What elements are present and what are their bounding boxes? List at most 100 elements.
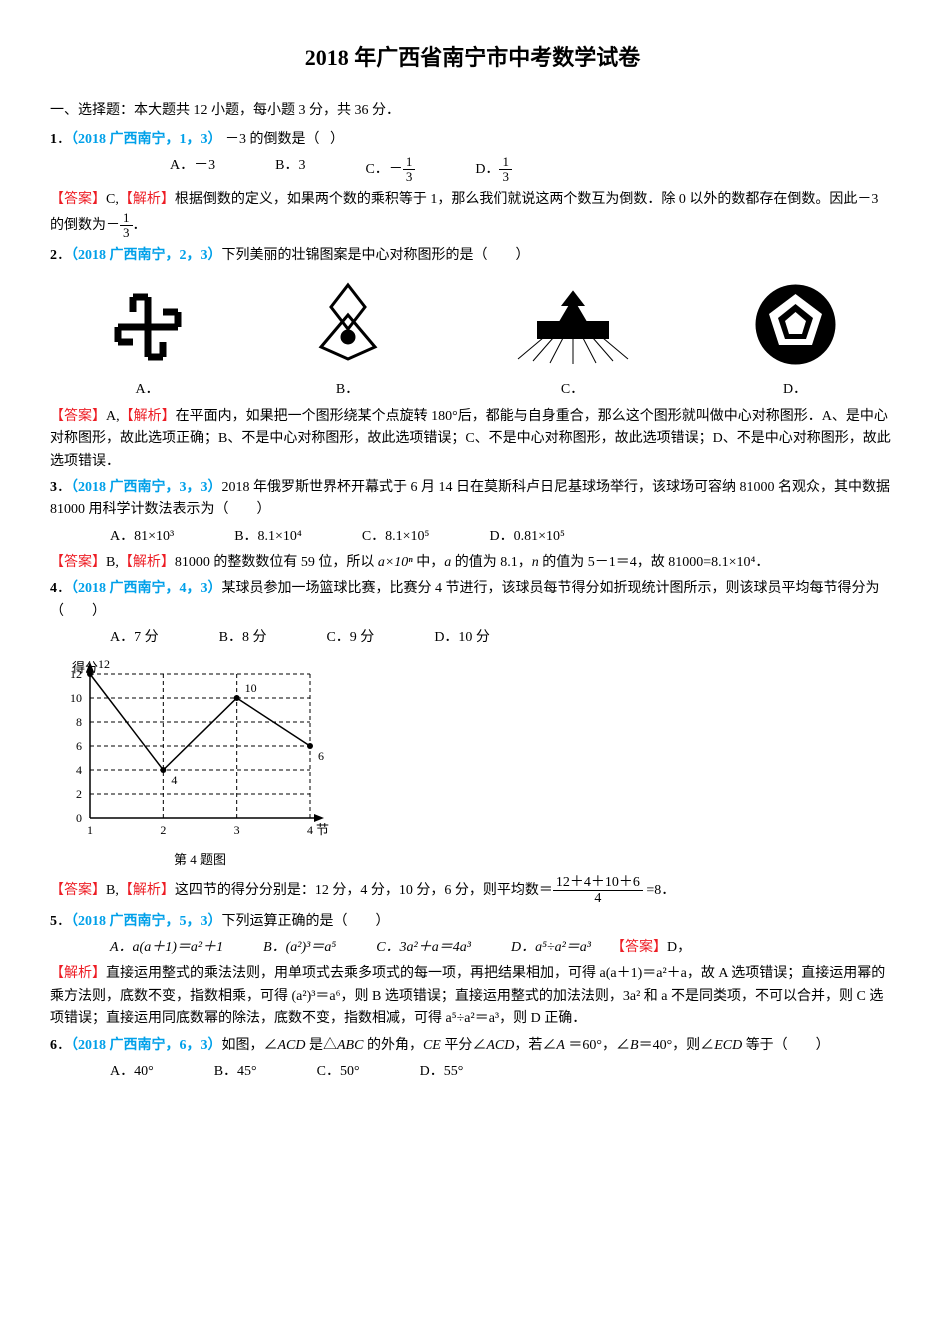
- q1-stem-a: －3 的倒数是（: [225, 132, 320, 147]
- q2-answer: 【答案】A,【解析】在平面内，如果把一个图形绕某个点旋转 180°后，都能与自身…: [50, 406, 895, 473]
- q5-num: 5: [50, 914, 57, 929]
- q1-optC-num: 1: [403, 155, 416, 170]
- q5-optC: C．3a²＋a＝4a³: [376, 937, 471, 959]
- q6-stem-i: ，若∠: [514, 1038, 556, 1053]
- q6-stem-a: 如图，∠: [222, 1038, 278, 1053]
- question-3: 3．（2018 广西南宁，3，3）2018 年俄罗斯世界杯开幕式于 6 月 14…: [50, 477, 895, 522]
- q5-expl-label: 【解析】: [50, 966, 106, 981]
- q6-stem-o: 等于（ ）: [742, 1038, 830, 1053]
- q4-ans-val: B,: [106, 883, 119, 898]
- q1-optC-pre: C．: [365, 162, 388, 177]
- q6-stem-f: CE: [423, 1038, 441, 1053]
- q5-optD: D．a⁵÷a²＝a³: [511, 937, 591, 959]
- q1-expl-label: 【解析】: [119, 192, 175, 207]
- q3-optA: A．81×10³: [110, 526, 174, 548]
- q2-tag: （2018 广西南宁，2，3）: [71, 248, 222, 263]
- q1-tag: （2018 广西南宁，1，3）: [71, 132, 222, 147]
- q6-optC: C．50°: [317, 1061, 360, 1083]
- q5-ans-label: 【答案】: [611, 937, 667, 959]
- q6-stem-j: A: [556, 1038, 565, 1053]
- q6-optB: B．45°: [214, 1061, 257, 1083]
- q2-ans-val: A,: [106, 409, 120, 424]
- svg-text:4: 4: [76, 763, 82, 777]
- q5-optA: A．a(a＋1)＝a²＋1: [110, 937, 223, 959]
- q5-expl: 直接运用整式的乘法法则，用单项式去乘多项式的每一项，再把结果相加，可得 a(a＋…: [50, 966, 885, 1026]
- svg-text:6: 6: [76, 739, 82, 753]
- q1-ans-val: C,: [106, 192, 119, 207]
- q5-ans-val: D，: [667, 937, 691, 959]
- q4-optA: A．7 分: [110, 627, 159, 649]
- svg-text:2: 2: [76, 787, 82, 801]
- line-chart-icon: 0246810121234124106得分节: [50, 656, 330, 846]
- q6-stem-h: ACD: [486, 1038, 514, 1053]
- q3-optC: C．8.1×10⁵: [362, 526, 430, 548]
- q4-expl-label: 【解析】: [119, 883, 175, 898]
- q1-answer: 【答案】C,【解析】根据倒数的定义，如果两个数的乘积等于 1，那么我们就说这两个…: [50, 189, 895, 241]
- q2-imgA: A．: [108, 287, 188, 402]
- q2-capC: C．: [508, 379, 638, 401]
- q3-num: 3: [50, 480, 57, 495]
- q2-capD: D．: [753, 379, 838, 401]
- q4-optC: C．9 分: [326, 627, 374, 649]
- q4-ans-label: 【答案】: [50, 883, 106, 898]
- q1-optD-num: 1: [499, 155, 512, 170]
- q2-images: A． B． C．: [50, 277, 895, 402]
- q6-tag: （2018 广西南宁，6，3）: [71, 1038, 222, 1053]
- q6-stem-b: ACD: [278, 1038, 306, 1053]
- q5-stem: 下列运算正确的是（ ）: [222, 914, 390, 929]
- question-5: 5．（2018 广西南宁，5，3）下列运算正确的是（ ）: [50, 911, 895, 933]
- q4-frac-num: 12＋4＋10＋6: [553, 875, 643, 891]
- q1-num: 1: [50, 132, 57, 147]
- q1-optB: B．3: [275, 155, 305, 185]
- q1-optA: A．－3: [170, 155, 215, 185]
- q3-expl-e: 的值为 8.1，: [451, 555, 532, 570]
- q2-imgB: B．: [303, 277, 393, 402]
- q5-optB: B．(a²)³＝a⁵: [263, 937, 336, 959]
- q6-stem-m: ＝40°，则∠: [639, 1038, 715, 1053]
- svg-text:12: 12: [98, 657, 110, 671]
- question-1: 1．（2018 广西南宁，1，3） －3 的倒数是（ ）: [50, 129, 895, 151]
- q3-optD: D．0.81×10⁵: [489, 526, 564, 548]
- q6-stem-n: ECD: [714, 1038, 742, 1053]
- question-2: 2．（2018 广西南宁，2，3）下列美丽的壮锦图案是中心对称图形的是（ ）: [50, 245, 895, 267]
- page-title: 2018 年广西省南宁市中考数学试卷: [50, 40, 895, 75]
- q3-ans-label: 【答案】: [50, 555, 106, 570]
- svg-text:节: 节: [316, 822, 329, 837]
- q6-stem-k: ＝60°，∠: [565, 1038, 630, 1053]
- q1-expl-end: ．: [133, 218, 147, 233]
- q4-tag: （2018 广西南宁，4，3）: [71, 581, 222, 596]
- section-heading: 一、选择题：本大题共 12 小题，每小题 3 分，共 36 分．: [50, 100, 895, 122]
- q1-expl-neg: －: [106, 218, 120, 233]
- q6-options: A．40° B．45° C．50° D．55°: [110, 1061, 895, 1083]
- q2-expl-label: 【解析】: [120, 409, 176, 424]
- q1-expl-den: 3: [120, 226, 133, 240]
- svg-text:6: 6: [318, 749, 324, 763]
- q1-expl-num: 1: [120, 211, 133, 226]
- q3-expl-c: 中，: [413, 555, 445, 570]
- q4-chart: 0246810121234124106得分节 第 4 题图: [50, 656, 895, 871]
- q4-expl-b: =8．: [643, 883, 675, 898]
- q2-ans-label: 【答案】: [50, 409, 106, 424]
- q4-optD: D．10 分: [434, 627, 490, 649]
- q3-answer: 【答案】B,【解析】81000 的整数数位有 59 位，所以 a×10ⁿ 中，a…: [50, 552, 895, 574]
- q3-expl-label: 【解析】: [119, 555, 175, 570]
- pattern-b-icon: [303, 277, 393, 367]
- q1-optD-pre: D．: [475, 162, 499, 177]
- q4-expl-a: 这四节的得分分别是：12 分，4 分，10 分，6 分，则平均数＝: [175, 883, 553, 898]
- pattern-d-icon: [753, 282, 838, 367]
- q4-optB: B．8 分: [219, 627, 267, 649]
- svg-text:2: 2: [160, 823, 166, 837]
- q2-stem: 下列美丽的壮锦图案是中心对称图形的是（ ）: [222, 248, 530, 263]
- q4-num: 4: [50, 581, 57, 596]
- q6-stem-e: 的外角，: [363, 1038, 423, 1053]
- svg-text:1: 1: [87, 823, 93, 837]
- q1-ans-label: 【答案】: [50, 192, 106, 207]
- q3-expl-f: n: [532, 555, 539, 570]
- q2-capA: A．: [108, 379, 188, 401]
- q5-options: A．a(a＋1)＝a²＋1 B．(a²)³＝a⁵ C．3a²＋a＝4a³ D．a…: [110, 937, 895, 959]
- q1-optC: C．－13: [365, 155, 415, 185]
- q3-expl-a: 81000 的整数数位有 59 位，所以: [175, 555, 378, 570]
- q6-stem-l: B: [630, 1038, 639, 1053]
- svg-text:3: 3: [234, 823, 240, 837]
- svg-text:10: 10: [245, 681, 257, 695]
